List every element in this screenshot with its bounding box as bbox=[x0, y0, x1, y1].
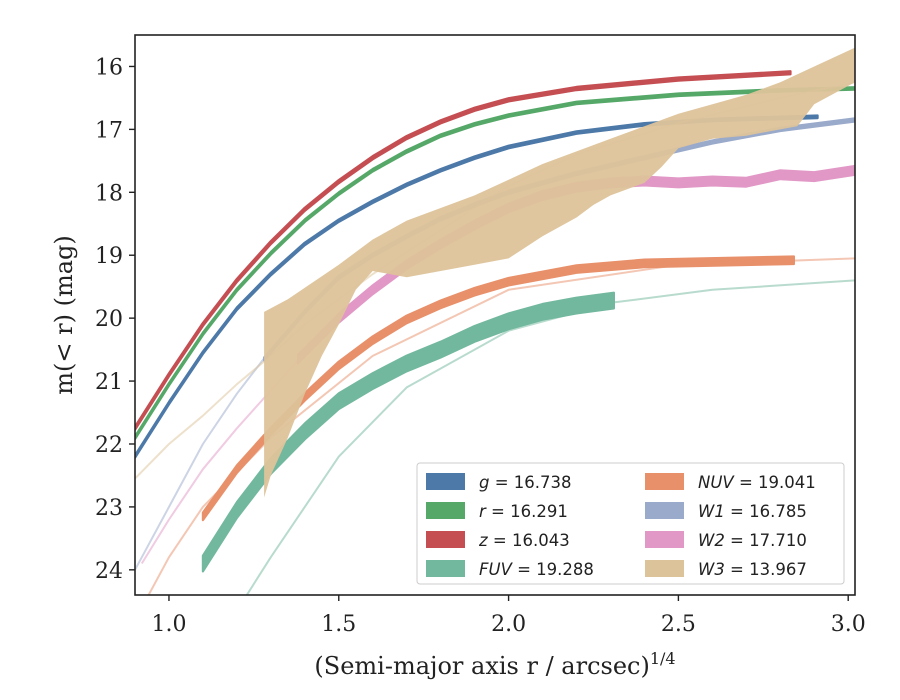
series-layer bbox=[135, 47, 855, 595]
legend-swatch bbox=[645, 531, 684, 548]
series-g-band bbox=[135, 114, 819, 459]
series-r bbox=[135, 86, 855, 441]
legend-label: NUV = 19.041 bbox=[698, 473, 816, 492]
legend-swatch bbox=[426, 502, 465, 519]
series-nuv-band bbox=[201, 255, 795, 522]
legend-swatch bbox=[426, 473, 465, 490]
y-tick-label: 24 bbox=[95, 559, 123, 584]
plot-frame bbox=[134, 34, 856, 596]
series-g bbox=[135, 114, 819, 459]
series-z-band bbox=[135, 70, 792, 431]
series-w3-band bbox=[264, 47, 855, 498]
y-tick-label: 21 bbox=[95, 370, 123, 395]
legend-label: W2 = 17.710 bbox=[698, 531, 807, 550]
series-fuv-band bbox=[201, 291, 615, 573]
plot-area bbox=[134, 34, 856, 596]
legend-label: FUV = 19.288 bbox=[479, 560, 594, 579]
x-tick-label: 1.5 bbox=[321, 612, 356, 637]
y-tick-label: 18 bbox=[95, 181, 123, 206]
legend-swatch bbox=[645, 502, 684, 519]
legend-label: W3 = 13.967 bbox=[698, 560, 807, 579]
series-w3-model-line bbox=[135, 81, 855, 480]
x-axis: 1.0 1.5 2.0 2.5 3.0 bbox=[151, 595, 866, 637]
series-w1-band bbox=[263, 117, 855, 362]
x-tick-label: 2.0 bbox=[491, 612, 526, 637]
legend-label: z = 16.043 bbox=[478, 531, 570, 550]
y-axis-title: m(< r) (mag) bbox=[50, 235, 78, 394]
legend: g = 16.738 r = 16.291 z = 16.043 FUV = 19.2… bbox=[416, 462, 845, 585]
y-tick-label: 16 bbox=[95, 55, 123, 80]
legend-box bbox=[416, 462, 845, 585]
legend-swatch bbox=[645, 560, 684, 577]
series-nuv bbox=[147, 255, 855, 595]
series-z bbox=[135, 70, 792, 431]
series-fuv bbox=[201, 279, 855, 595]
y-tick-label: 23 bbox=[95, 496, 123, 521]
series-fuv-model-line bbox=[245, 279, 855, 595]
y-tick-label: 22 bbox=[95, 433, 123, 458]
series-nuv-model-line bbox=[147, 257, 855, 595]
y-tick-label: 17 bbox=[95, 118, 123, 143]
y-axis: 16 17 18 19 20 21 22 23 24 bbox=[95, 55, 135, 584]
legend-swatch bbox=[645, 473, 684, 490]
legend-label: r = 16.291 bbox=[479, 502, 568, 521]
x-tick-label: 2.5 bbox=[661, 612, 696, 637]
legend-swatch bbox=[426, 531, 465, 548]
series-w1-model-line bbox=[135, 348, 272, 571]
series-r-band bbox=[135, 86, 855, 441]
legend-label: W1 = 16.785 bbox=[698, 502, 807, 521]
x-tick-label: 1.0 bbox=[151, 612, 186, 637]
x-tick-label: 3.0 bbox=[831, 612, 866, 637]
legend-label: g = 16.738 bbox=[479, 473, 572, 492]
legend-swatch bbox=[426, 560, 465, 577]
series-w3 bbox=[135, 47, 855, 498]
y-tick-label: 20 bbox=[95, 307, 123, 332]
x-axis-title: (Semi-major axis r / arcsec)1/4 bbox=[314, 649, 675, 680]
y-tick-label: 19 bbox=[95, 244, 123, 269]
